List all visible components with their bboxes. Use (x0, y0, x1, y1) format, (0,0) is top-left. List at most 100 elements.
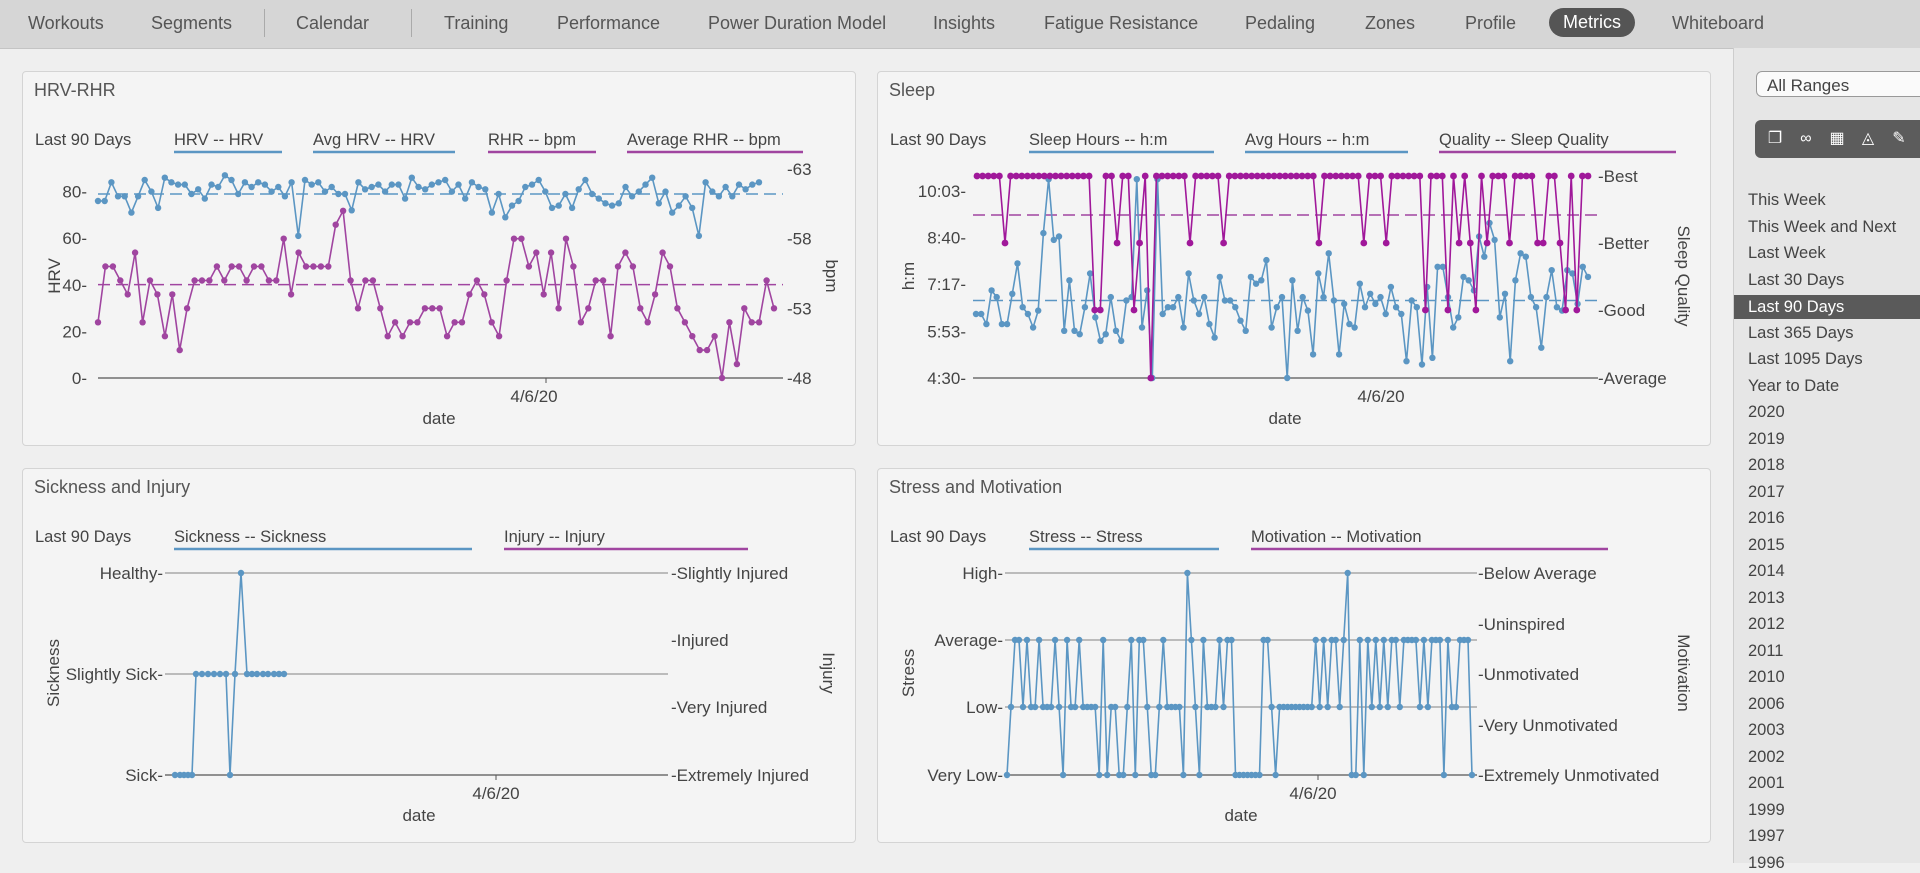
tab-power-duration-model[interactable]: Power Duration Model (708, 13, 887, 33)
tab-performance[interactable]: Performance (557, 13, 661, 33)
sleep-quality-point (1534, 239, 1541, 247)
hrv-point (208, 181, 215, 188)
stress-point (1424, 703, 1432, 711)
hrv-point (428, 181, 435, 188)
sleep-quality-point (1427, 172, 1435, 180)
range-item[interactable]: 2001 (1748, 774, 1785, 792)
sleep-quality-point (1192, 172, 1199, 180)
tab-segments[interactable]: Segments (151, 13, 233, 33)
sleep-quality-point (1130, 306, 1138, 314)
range-select[interactable]: All Ranges (1756, 71, 1920, 97)
range-item[interactable]: This Week (1748, 191, 1826, 209)
y-axis-label: Sickness (44, 639, 63, 707)
sleep-hours-point (1377, 293, 1384, 301)
sickness-point (259, 670, 267, 678)
hrv-point (542, 188, 549, 195)
sickness-point (204, 670, 212, 678)
sleep-hours-point (1216, 273, 1223, 281)
hrv-point (742, 186, 749, 193)
range-item[interactable]: 2012 (1748, 615, 1785, 633)
range-item[interactable]: 2013 (1748, 588, 1785, 607)
chart-title: Stress and Motivation (889, 477, 1062, 497)
stress-point (1384, 703, 1391, 711)
rhr-point (503, 277, 510, 284)
tab-calendar[interactable]: Calendar (296, 13, 370, 33)
tab-profile[interactable]: Profile (1465, 13, 1517, 33)
range-item[interactable]: 2011 (1748, 641, 1784, 660)
stress-point (1188, 636, 1195, 644)
chart-icon[interactable]: ◬ (1861, 130, 1875, 147)
tab-metrics[interactable]: Metrics (1549, 8, 1635, 37)
sleep-hours-point (1403, 358, 1410, 365)
sleep-hours-point (1330, 297, 1338, 304)
range-item[interactable]: 1999 (1748, 800, 1785, 819)
range-item[interactable]: 2020 (1748, 403, 1785, 421)
rhr-point (547, 249, 555, 256)
hrv-point (528, 181, 536, 188)
sickness-point (188, 771, 196, 779)
stress-point (1352, 771, 1359, 779)
range-item[interactable]: 2002 (1748, 747, 1785, 766)
calendar-grid-icon[interactable]: ▦ (1829, 130, 1845, 147)
range-item[interactable]: 2016 (1748, 509, 1785, 527)
y-tick-label: Low- (966, 698, 1003, 717)
link-icon[interactable]: ∞ (1800, 130, 1812, 147)
chart-title: Sickness and Injury (34, 477, 190, 497)
stress-point (1360, 771, 1367, 779)
rhr-line (97, 208, 775, 379)
sleep-hours-point (1107, 293, 1114, 301)
tab-insights[interactable]: Insights (933, 13, 996, 33)
tab-zones[interactable]: Zones (1365, 13, 1416, 33)
range-item[interactable]: 1996 (1748, 853, 1785, 872)
sleep-hours-point (1040, 229, 1047, 237)
windows-icon[interactable]: ❐ (1767, 130, 1783, 147)
range-item[interactable]: This Week and Next (1748, 217, 1897, 236)
sleep-hours-point (1102, 331, 1109, 338)
range-item[interactable]: Last 365 Days (1748, 323, 1854, 342)
sleep-quality-point (1573, 306, 1581, 314)
range-item[interactable]: Last 90 Days (1734, 295, 1920, 319)
sleep-quality-point (1298, 172, 1306, 180)
range-item[interactable]: 2015 (1748, 535, 1785, 554)
hrv-point (562, 190, 569, 198)
stress-point (1063, 636, 1071, 644)
tab-workouts[interactable]: Workouts (28, 13, 104, 33)
y-tick-label: Healthy- (100, 564, 163, 583)
range-item[interactable]: Last 1095 Days (1748, 350, 1863, 368)
sickness-point (216, 670, 224, 678)
sleep-hours-point (1247, 273, 1255, 281)
rhr-point (689, 333, 696, 340)
tab-pedaling[interactable]: Pedaling (1245, 13, 1316, 33)
range-item[interactable]: 2010 (1748, 668, 1785, 686)
range-item[interactable]: Year to Date (1748, 376, 1840, 395)
stress-point (1216, 636, 1223, 644)
range-item[interactable]: Last 30 Days (1748, 270, 1845, 289)
sleep-quality-point (1248, 172, 1256, 180)
rhr-point (644, 319, 651, 326)
tab-training[interactable]: Training (444, 13, 509, 33)
tab-whiteboard[interactable]: Whiteboard (1672, 13, 1765, 33)
tab-fatigue-resistance[interactable]: Fatigue Resistance (1044, 13, 1199, 33)
sleep-quality-point (1136, 239, 1143, 247)
sleep-hours-point (1278, 293, 1286, 301)
range-item[interactable]: 2003 (1748, 721, 1785, 739)
wrench-icon[interactable]: ✎ (1892, 130, 1906, 147)
sleep-hours-point (1258, 277, 1265, 284)
sleep-hours-point (1569, 270, 1576, 277)
range-item[interactable]: 1997 (1748, 827, 1785, 845)
chart-svg: HRV-RHR Last 90 Days HRV -- HRV Avg HRV -- … (34, 80, 841, 428)
range-item[interactable]: 2017 (1748, 482, 1785, 501)
stress-point (1272, 771, 1279, 779)
sleep-quality-point (1276, 172, 1284, 180)
rhr-point (198, 277, 206, 284)
rhr-point (599, 277, 607, 284)
range-item[interactable]: Last Week (1748, 244, 1826, 262)
range-item[interactable]: 2019 (1748, 429, 1785, 448)
rhr-point (317, 263, 325, 270)
range-item[interactable]: 2006 (1748, 694, 1785, 713)
sleep-hours-point (1387, 283, 1395, 291)
range-item[interactable]: 2014 (1748, 562, 1785, 580)
sickness-point (198, 670, 206, 678)
range-item[interactable]: 2018 (1748, 456, 1785, 474)
hrv-point (468, 179, 476, 186)
